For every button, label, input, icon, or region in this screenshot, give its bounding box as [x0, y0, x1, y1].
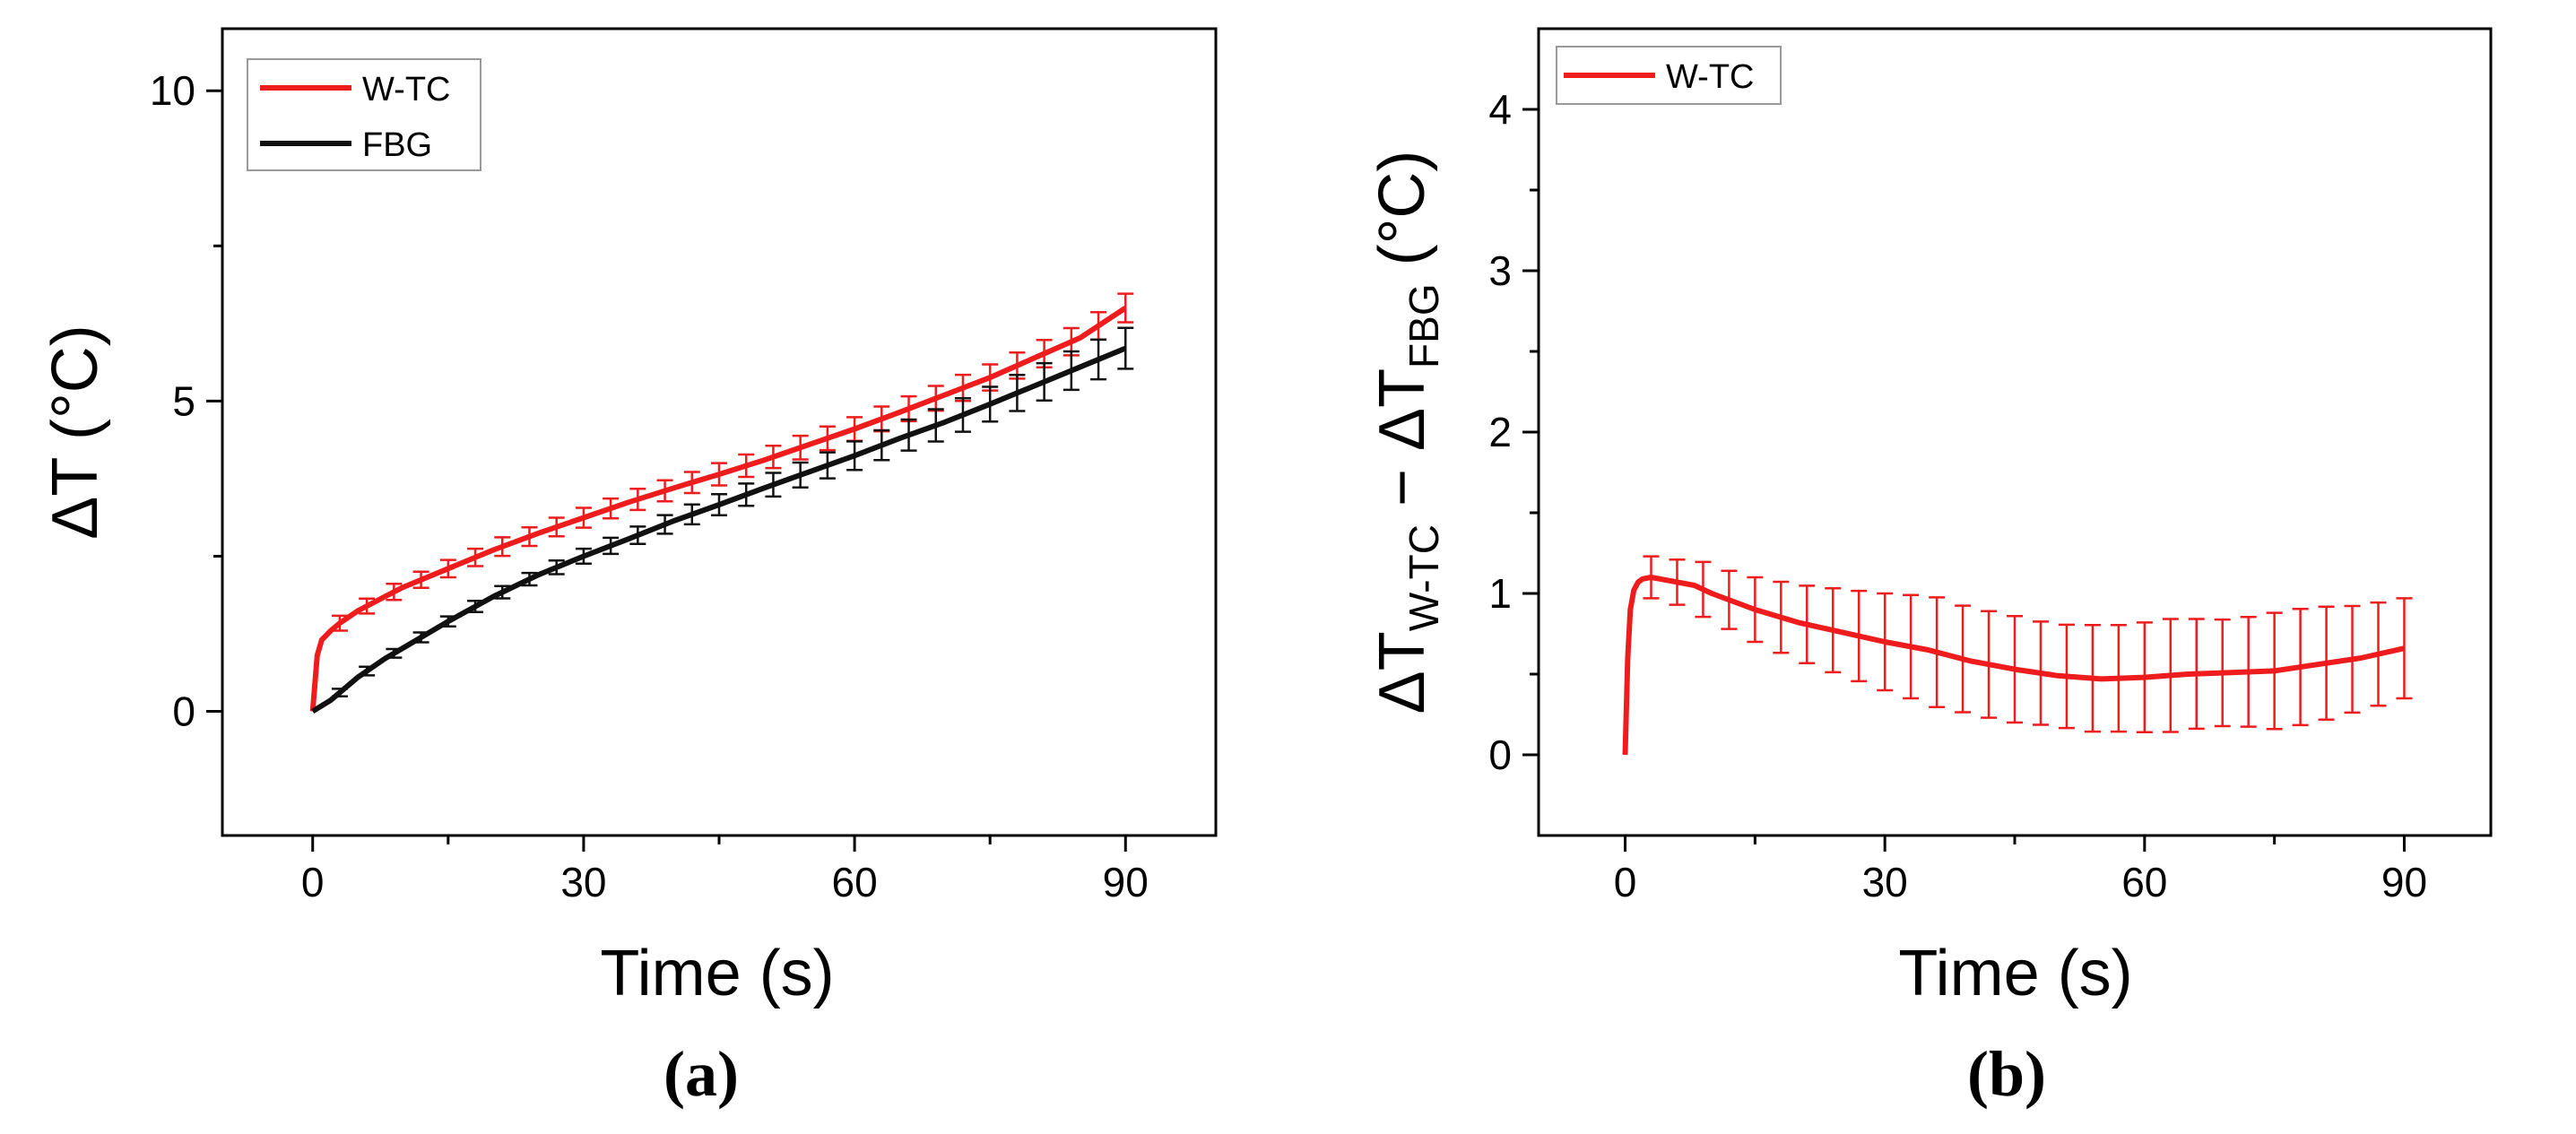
- x-tick-label: 30: [1862, 859, 1908, 905]
- x-tick-label: 30: [560, 859, 606, 905]
- y-title-b-mid: − ΔT: [1366, 368, 1438, 524]
- legend-box-a: [247, 58, 481, 171]
- y-axis-title-b: ΔTW-TC − ΔTFBG (°C): [1366, 151, 1447, 714]
- y-title-b-sub2: FBG: [1401, 283, 1447, 368]
- y-tick-label: 0: [1488, 731, 1512, 778]
- legend-b: W-TC: [1556, 46, 1782, 105]
- series-line-w-tc: [1622, 575, 2406, 756]
- ticks-a: 0 30 60 90 0 5 10: [150, 67, 1149, 905]
- series-line-w-tc: [309, 305, 1127, 712]
- y-tick-label: 3: [1488, 247, 1512, 294]
- x-tick-label: 0: [301, 859, 325, 905]
- x-axis-title-b: Time (s): [1898, 938, 2132, 1009]
- ticks-b: 0 30 60 90 0 1 2 3 4: [1488, 86, 2427, 905]
- legend-label-wtc: W-TC: [362, 71, 451, 108]
- plot-frame-a: [221, 27, 1218, 837]
- y-title-b-unit: (°C): [1366, 151, 1438, 284]
- x-axis-title-a: Time (s): [600, 938, 834, 1009]
- y-tick-label: 1: [1488, 570, 1512, 617]
- panel-label-a: (a): [664, 1038, 739, 1110]
- y-axis-title-a: ΔT (°C): [39, 325, 111, 540]
- series-lines-a: [309, 305, 1127, 714]
- x-tick-label: 90: [1103, 859, 1149, 905]
- x-tick-label: 60: [2121, 859, 2167, 905]
- y-tick-label: 10: [150, 67, 195, 114]
- chart-panel-a: 0 30 60 90 0 5 10 W-TC FBG Time (s) ΔT (°C) (a…: [39, 27, 1218, 1110]
- plot-frame-b: [1537, 27, 2493, 837]
- x-tick-label: 0: [1614, 859, 1637, 905]
- panel-label-b: (b): [1967, 1038, 2046, 1110]
- y-tick-label: 2: [1488, 409, 1512, 455]
- legend-label-fbg: FBG: [362, 126, 432, 164]
- series-line-fbg: [311, 345, 1127, 714]
- y-tick-label: 5: [172, 377, 195, 424]
- y-tick-label: 0: [172, 688, 195, 735]
- error-bars-a: [331, 292, 1134, 697]
- error-bars-b: [1643, 555, 2413, 734]
- legend-a: W-TC FBG: [247, 58, 481, 171]
- legend-label-wtc-b: W-TC: [1666, 58, 1755, 96]
- series-lines-b: [1622, 575, 2406, 756]
- x-tick-label: 60: [832, 859, 878, 905]
- y-tick-label: 4: [1488, 86, 1512, 133]
- y-title-b-sub1: W-TC: [1401, 524, 1447, 631]
- x-tick-label: 90: [2381, 859, 2427, 905]
- y-title-b-main: ΔT: [1366, 631, 1438, 714]
